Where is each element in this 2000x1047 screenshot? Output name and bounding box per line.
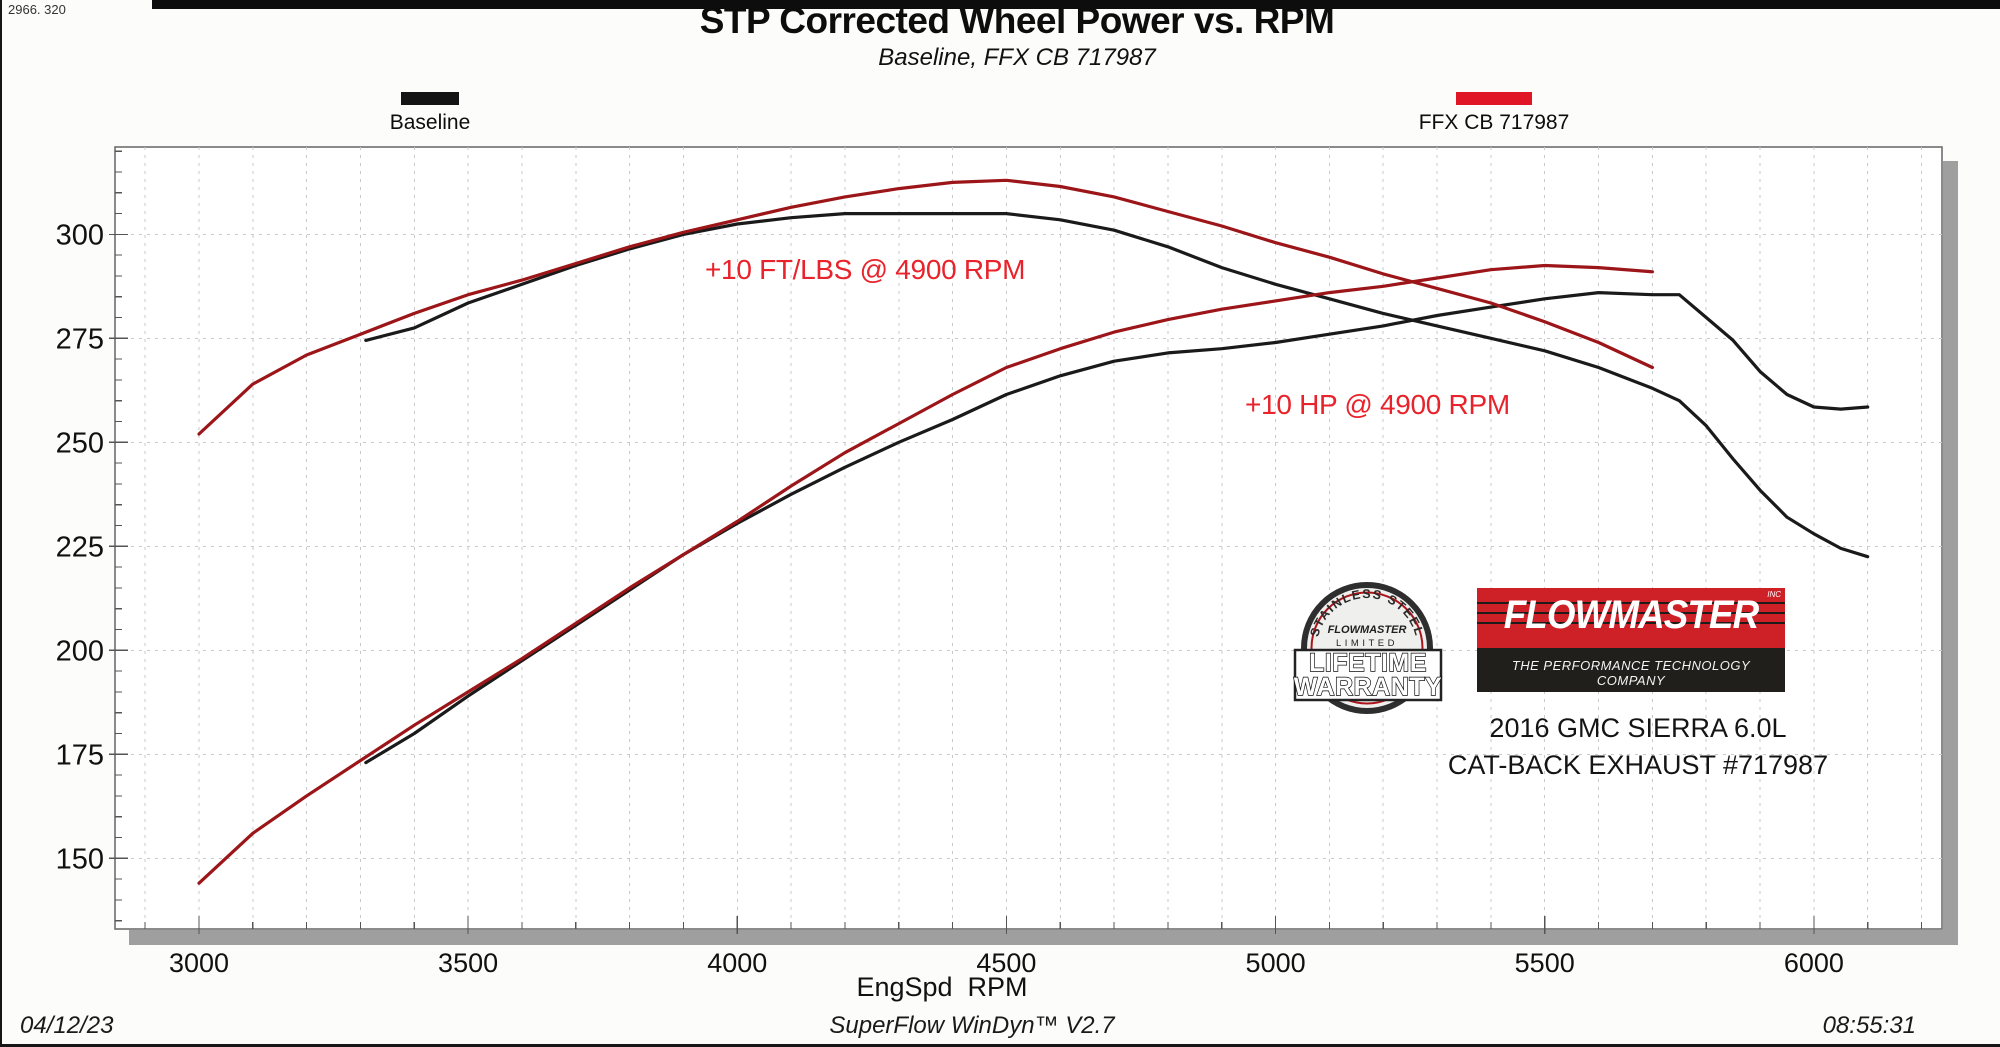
svg-text:250: 250 (56, 427, 104, 459)
flowmaster-tagline: THE PERFORMANCE TECHNOLOGY COMPANY (1511, 658, 1751, 688)
logo-pinstripe (1477, 612, 1785, 614)
footer-software: SuperFlow WinDyn™ V2.7 (829, 1012, 1115, 1039)
annotation-power-gain: +10 HP @ 4900 RPM (1245, 389, 1510, 420)
logo-pinstripe (1477, 622, 1785, 624)
svg-text:3500: 3500 (438, 948, 498, 978)
flowmaster-logo: FLOWMASTER INC THE PERFORMANCE TECHNOLOG… (1477, 588, 1785, 692)
axis-ticks (109, 150, 1923, 934)
warranty-badge: STAINLESS STEEL FLOWMASTER LIMITED LIFET… (1293, 580, 1451, 728)
footer-date: 04/12/23 (20, 1012, 114, 1039)
svg-text:225: 225 (56, 531, 104, 563)
legend-entry-baseline: Baseline (370, 92, 490, 135)
logo-pinstripe (1477, 602, 1785, 604)
y-tick-labels: 150 175 200 225 250 275 300 (56, 219, 104, 875)
svg-text:5000: 5000 (1246, 948, 1306, 978)
svg-text:200: 200 (56, 635, 104, 667)
badge-red-pinline (1310, 591, 1424, 705)
plot-area (114, 146, 1943, 930)
legend-entry-ffx: FFX CB 717987 (1414, 92, 1574, 135)
badge-banner (1293, 648, 1443, 702)
legend-label-baseline: Baseline (389, 111, 471, 134)
flowmaster-wordmark: FLOWMASTER (1503, 593, 1759, 637)
legend-label-ffx: FFX CB 717987 (1418, 111, 1570, 134)
curves (197, 178, 1870, 885)
svg-text:4500: 4500 (976, 948, 1036, 978)
svg-text:150: 150 (56, 843, 104, 875)
x-axis-label: EngSpd RPM (856, 972, 1028, 1002)
x-tick-labels: 3000 3500 4000 4500 5000 5500 6000 (169, 948, 1844, 978)
svg-text:4000: 4000 (707, 948, 767, 978)
curve-baseline-wheel-torque-ft-lbs (364, 212, 1870, 559)
svg-text:300: 300 (56, 219, 104, 251)
flowmaster-logo-black-band: THE PERFORMANCE TECHNOLOGY COMPANY (1477, 648, 1785, 692)
svg-text:5500: 5500 (1515, 948, 1575, 978)
badge-limited: LIMITED (1336, 638, 1398, 649)
badge-banner-line1: LIFETIME (1309, 649, 1427, 677)
legend-swatch-baseline (401, 92, 459, 105)
chart-title: STP Corrected Wheel Power vs. RPM (699, 0, 1335, 41)
badge-brand: FLOWMASTER (1328, 624, 1407, 636)
badge-banner-line2: WARRANTY (1294, 673, 1442, 701)
vehicle-line1: 2016 GMC SIERRA 6.0L (1489, 713, 1787, 743)
svg-text:3000: 3000 (169, 948, 229, 978)
annotation-torque-gain: +10 FT/LBS @ 4900 RPM (705, 254, 1026, 285)
run-numbers: 2966. 320 (8, 2, 66, 17)
legend-swatch-ffx (1456, 92, 1532, 105)
svg-text:275: 275 (56, 323, 104, 355)
chart-subtitle: Baseline, FFX CB 717987 (878, 44, 1156, 71)
vehicle-description: 2016 GMC SIERRA 6.0L CAT-BACK EXHAUST #7… (1348, 710, 1928, 784)
flowmaster-logo-red-band: FLOWMASTER INC (1477, 588, 1785, 648)
curve-ffx-cb-717987-wheel-power-hp (197, 263, 1655, 885)
vehicle-line2: CAT-BACK EXHAUST #717987 (1447, 750, 1829, 780)
flowmaster-inc-sup: INC (1767, 590, 1781, 599)
top-black-bar (152, 0, 2000, 9)
svg-text:175: 175 (56, 739, 104, 771)
plot-shadow (129, 161, 1958, 945)
footer-time: 08:55:31 (1822, 1012, 1916, 1039)
svg-text:6000: 6000 (1784, 948, 1844, 978)
